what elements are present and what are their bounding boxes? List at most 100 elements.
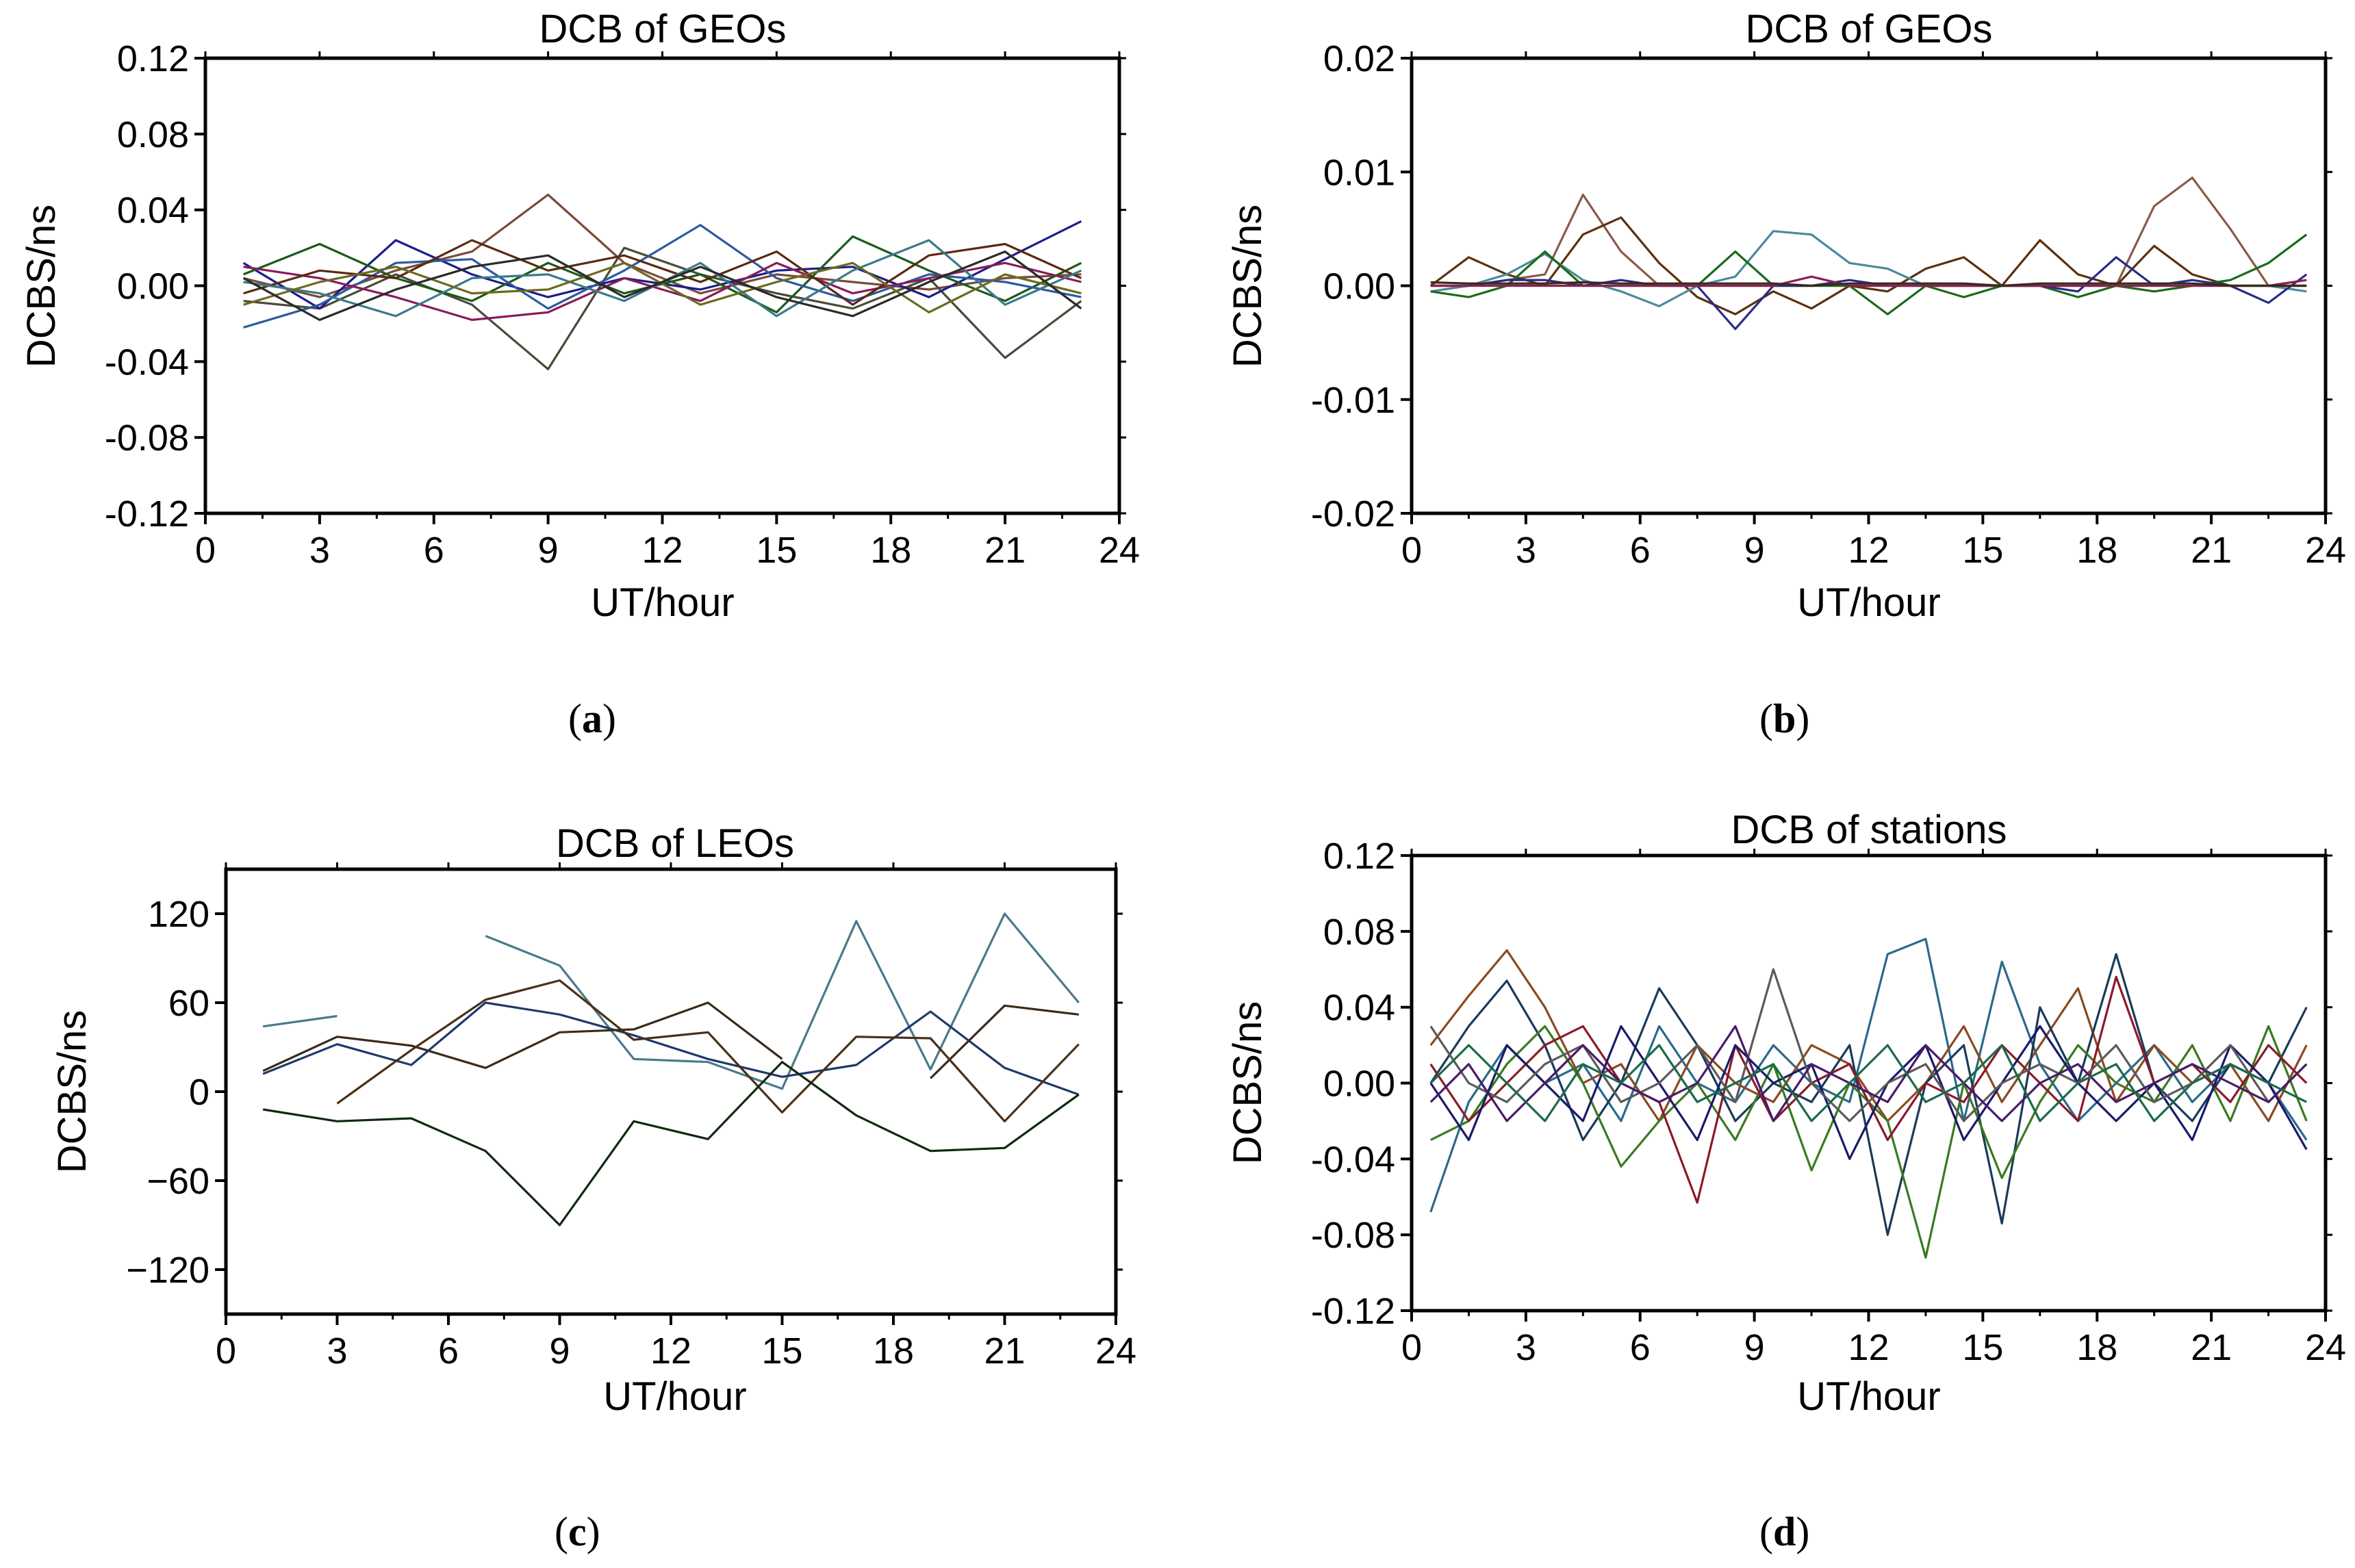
series-line-9 (243, 261, 1082, 313)
plot-area: 0 3 6 9 12 15 18 21 24 0.02 0.01 0.00 -0.01 -0.02 (1311, 38, 2346, 571)
x-tick-label: 0 (195, 530, 216, 571)
x-axis-title: UT/hour (603, 1374, 747, 1419)
y-tick-label: 0.00 (1323, 1064, 1395, 1105)
caption-close-paren: ) (602, 696, 616, 741)
x-tick-label: 18 (2076, 530, 2117, 571)
x-tick-label: 3 (1516, 530, 1536, 571)
panel-b: DCB of GEOs 0 3 6 9 12 15 18 21 24 0.02 0.01 0.00 -0… (1225, 7, 2346, 741)
series-group (1429, 938, 2308, 1259)
x-tick-label: 15 (1962, 530, 2003, 571)
series-line-6 (1430, 275, 2307, 287)
series-line-2 (1429, 216, 2307, 316)
y-axis-title: DCBS/ns (50, 1010, 94, 1174)
panel-c: DCB of LEOs 0 3 6 9 12 15 18 21 24120600−60−120 … (50, 821, 1136, 1554)
x-tick-label: 12 (650, 1331, 691, 1372)
panel-caption: (a) (568, 696, 616, 741)
y-tick-label: −60 (147, 1161, 209, 1202)
plot-area: 0 3 6 9 12 15 18 21 24 120 60 0 −60 −120 (126, 862, 1136, 1372)
series-line-5 (262, 1061, 1080, 1226)
series-line-6 (1429, 1025, 2308, 1160)
series-line-3 (1429, 953, 2308, 1236)
caption-close-paren: ) (1796, 1509, 1809, 1554)
series-line-10 (242, 250, 1082, 321)
panel-caption: (b) (1759, 696, 1809, 741)
series-line-4 (336, 979, 1080, 1122)
x-tick-label: 12 (641, 530, 683, 571)
plot-area: 0 3 6 9 12 15 18 21 24 0.12 0.08 0.04 0.00 -0.04 -0.08… (105, 38, 1140, 571)
series-line-7 (1429, 968, 2308, 1122)
y-tick-label: 0.01 (1323, 152, 1395, 193)
x-tick-label: 12 (1848, 530, 1889, 571)
series-line-9 (1429, 1044, 2307, 1122)
x-tick-label: 18 (2076, 1327, 2117, 1368)
x-tick-label: 15 (761, 1331, 802, 1372)
x-tick-label: 21 (2191, 1327, 2232, 1368)
x-tick-label: 24 (2305, 530, 2346, 571)
series-line-8 (1429, 1025, 2308, 1122)
y-tick-label: -0.02 (1311, 493, 1395, 535)
y-tick-label: -0.08 (105, 417, 189, 459)
series-line-1 (1429, 938, 2308, 1213)
x-tick-label: 24 (1095, 1331, 1136, 1372)
y-axis-title: DCBS/ns (1225, 1001, 1270, 1165)
series-line-3 (242, 220, 1082, 310)
y-tick-label: -0.01 (1311, 380, 1395, 421)
y-tick-label: 0.04 (117, 190, 189, 231)
y-tick-label: -0.04 (1311, 1139, 1395, 1180)
x-tick-label: 24 (1099, 530, 1140, 571)
y-tick-label: 0.04 (1323, 988, 1395, 1029)
chart-title: DCB of LEOs (556, 821, 794, 866)
y-tick-label: 120 (148, 894, 209, 935)
chart-title: DCB of GEOs (539, 7, 787, 51)
x-tick-label: 0 (216, 1331, 236, 1372)
series-line-1 (262, 912, 1080, 1090)
caption-letter: b (1773, 696, 1796, 741)
y-tick-label: 0.08 (1323, 912, 1395, 953)
series-line-2 (262, 1001, 1080, 1096)
caption-open-paren: ( (555, 1509, 568, 1554)
y-tick-label: -0.04 (105, 342, 189, 383)
y-tick-label: 0.02 (1323, 38, 1395, 79)
caption-letter: a (582, 696, 602, 741)
x-tick-label: 9 (538, 530, 559, 571)
series-line-4 (1430, 233, 2308, 316)
y-tick-label: 0.12 (117, 38, 189, 79)
y-tick-label: 60 (168, 983, 209, 1024)
x-tick-label: 9 (1744, 530, 1765, 571)
series-line-1 (1430, 177, 2307, 287)
x-tick-label: 3 (327, 1331, 347, 1372)
panel-caption: (d) (1759, 1509, 1809, 1554)
x-tick-label: 24 (2305, 1327, 2346, 1368)
panel-a: DCB of GEOs 0 3 6 9 12 15 18 21 24 0.12 0.08 0.04 0.… (19, 7, 1140, 741)
plot-frame (1410, 853, 2328, 1313)
series-line-7 (243, 239, 1082, 306)
y-tick-label: −120 (126, 1250, 209, 1291)
y-tick-label: 0.08 (117, 114, 189, 155)
caption-close-paren: ) (1796, 696, 1809, 741)
series-group (262, 912, 1080, 1226)
x-tick-label: 15 (1962, 1327, 2003, 1368)
caption-open-paren: ( (1759, 1509, 1773, 1554)
x-tick-label: 18 (870, 530, 911, 571)
x-tick-label: 12 (1848, 1327, 1889, 1368)
y-axis-title: DCBS/ns (19, 205, 64, 368)
x-tick-label: 21 (2191, 530, 2232, 571)
x-tick-label: 0 (1401, 530, 1422, 571)
y-tick-label: 0.12 (1323, 836, 1395, 877)
caption-open-paren: ( (568, 696, 582, 741)
x-axis-title: UT/hour (1797, 1374, 1941, 1419)
y-tick-label: 0 (189, 1072, 209, 1113)
x-tick-label: 3 (1516, 1327, 1536, 1368)
caption-letter: d (1773, 1509, 1796, 1554)
x-tick-label: 0 (1401, 1327, 1422, 1368)
y-tick-label: -0.12 (105, 493, 189, 535)
x-tick-label: 3 (309, 530, 330, 571)
x-tick-label: 9 (1744, 1327, 1765, 1368)
y-tick-label: 0.00 (1323, 266, 1395, 307)
series-line-3 (262, 1001, 1079, 1079)
plot-frame (224, 867, 1118, 1316)
caption-open-paren: ( (1759, 696, 1773, 741)
plot-area: 0 3 6 9 12 15 18 21 24 0.12 0.08 0.04 0.00 -0.04 -0.08… (1311, 836, 2346, 1368)
caption-close-paren: ) (587, 1509, 600, 1554)
panel-caption: (c) (555, 1509, 600, 1554)
